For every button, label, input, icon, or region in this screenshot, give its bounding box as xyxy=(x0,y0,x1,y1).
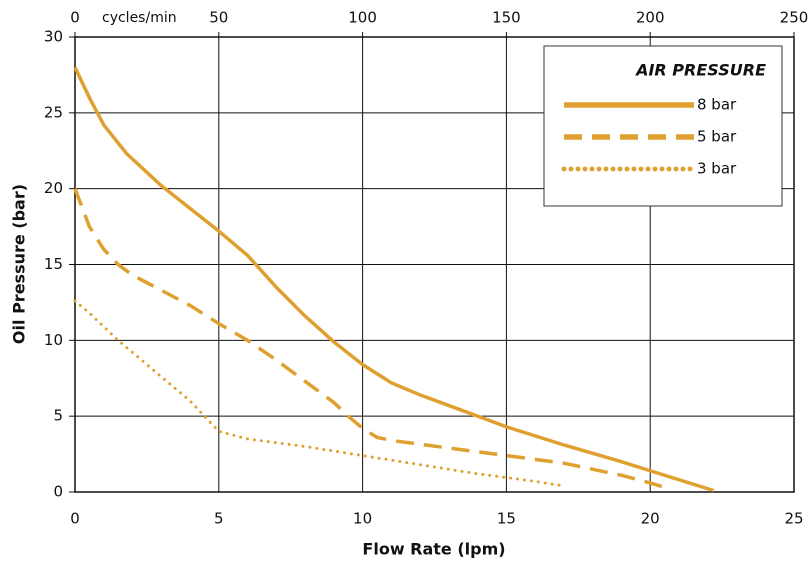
x-tick-label: 10 xyxy=(353,510,372,528)
y-tick-label: 5 xyxy=(53,407,63,425)
x-tick-label: 25 xyxy=(784,510,803,528)
x-tick-label: 15 xyxy=(497,510,516,528)
y-tick-label: 10 xyxy=(44,331,63,349)
legend-label: 5 bar xyxy=(697,128,737,146)
x2-tick-label: 50 xyxy=(209,9,228,27)
y-tick-label: 25 xyxy=(44,103,63,121)
legend-title: AIR PRESSURE xyxy=(634,61,766,80)
series-line xyxy=(73,299,566,488)
x2-tick-label: 250 xyxy=(780,9,808,27)
y-tick-label: 15 xyxy=(44,255,63,273)
x-tick-label: 0 xyxy=(70,510,80,528)
x2-tick-label: 150 xyxy=(492,9,521,27)
y-axis-label: Oil Pressure (bar) xyxy=(10,184,29,344)
y-tick-label: 0 xyxy=(53,483,63,501)
series-line xyxy=(73,188,671,491)
x-axis-label: Flow Rate (lpm) xyxy=(362,540,505,559)
x2-axis-label: cycles/min xyxy=(102,10,177,26)
x-tick-label: 20 xyxy=(641,510,660,528)
y-tick-label: 20 xyxy=(44,179,63,197)
series-line xyxy=(73,66,714,493)
plot-frame xyxy=(74,36,795,493)
legend-box xyxy=(543,45,783,207)
x2-tick-label: 200 xyxy=(636,9,665,27)
x2-tick-label: 0 xyxy=(70,9,80,27)
x2-tick-label: 100 xyxy=(348,9,377,27)
x-tick-label: 5 xyxy=(214,510,224,528)
y-tick-label: 30 xyxy=(44,28,63,46)
legend-label: 8 bar xyxy=(697,96,737,114)
legend-label: 3 bar xyxy=(697,160,737,178)
